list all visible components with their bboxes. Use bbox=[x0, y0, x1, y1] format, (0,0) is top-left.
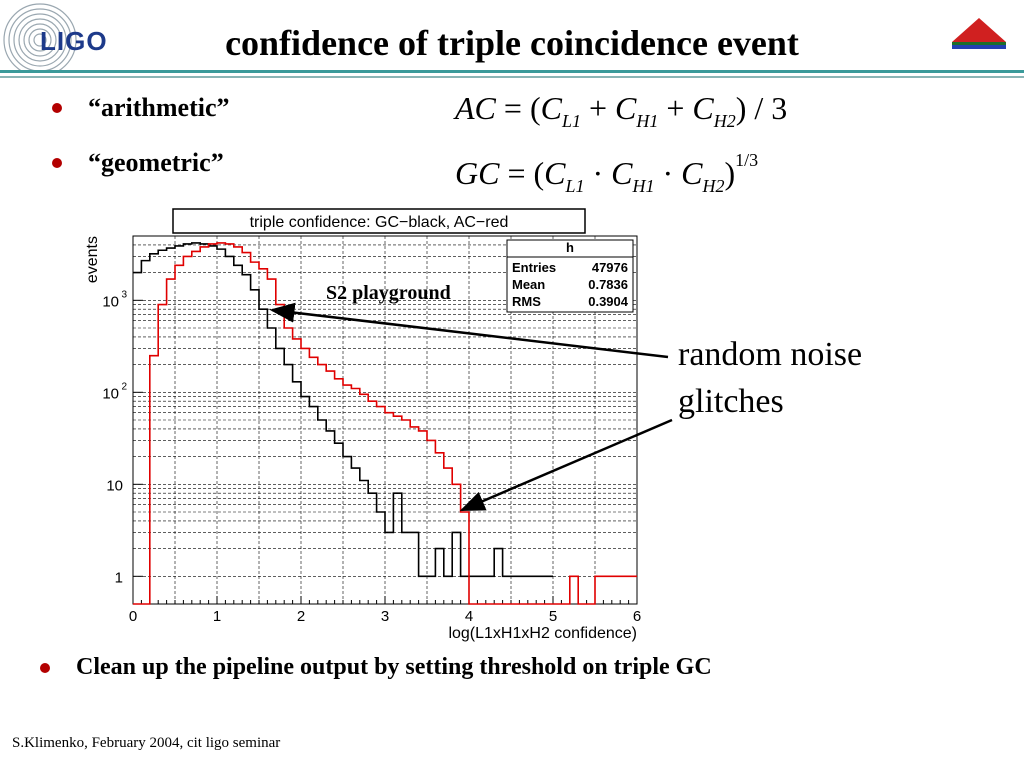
x-tick-label: 2 bbox=[297, 608, 305, 625]
triangle-logo-icon bbox=[952, 18, 1006, 49]
formula-ac: AC = (CL1 + CH1 + CH2) / 3 bbox=[455, 90, 788, 131]
bullet-geometric-text: “geometric” bbox=[88, 148, 224, 177]
y-tick-label: 1 bbox=[115, 569, 123, 586]
title-rule bbox=[0, 70, 1024, 73]
histogram-series-ac bbox=[133, 242, 637, 605]
x-tick-label: 6 bbox=[633, 608, 641, 625]
stats-box-title: h bbox=[566, 240, 574, 255]
stats-value: 47976 bbox=[592, 260, 628, 275]
noise-label-line1: random noise bbox=[678, 336, 863, 373]
chart-title: triple confidence: GC−black, AC−red bbox=[250, 214, 509, 231]
y-tick-exponent: 3 bbox=[121, 289, 127, 300]
bullet-dot bbox=[52, 158, 62, 168]
stats-key: RMS bbox=[512, 294, 541, 309]
y-tick-label: 10 bbox=[102, 385, 119, 402]
stats-box-frame bbox=[506, 239, 634, 313]
title-rule-secondary bbox=[0, 76, 1024, 78]
y-tick-label: 10 bbox=[106, 477, 123, 494]
x-tick-label: 4 bbox=[465, 608, 473, 625]
s2-playground-label: S2 playground bbox=[326, 282, 451, 304]
chart-title-box bbox=[172, 208, 586, 234]
x-tick-label: 0 bbox=[129, 608, 137, 625]
x-tick-label: 1 bbox=[213, 608, 221, 625]
x-axis-label: log(L1xH1xH2 confidence) bbox=[448, 625, 637, 642]
stats-box: h Entries 47976 Mean 0.7836 RMS 0.3904 bbox=[506, 239, 634, 313]
footer-text: S.Klimenko, February 2004, cit ligo semi… bbox=[12, 735, 281, 751]
stats-key: Entries bbox=[512, 260, 556, 275]
formula-gc: GC = (CL1 · CH1 · CH2)1/3 bbox=[455, 150, 759, 196]
y-tick-label: 10 bbox=[102, 293, 119, 310]
stats-key: Mean bbox=[512, 277, 545, 292]
logo-text: LIGO bbox=[40, 26, 108, 56]
bullet-cleanup-text: Clean up the pipeline output by setting … bbox=[76, 654, 712, 680]
histogram-series-gc bbox=[133, 242, 553, 578]
arrow-to-tail bbox=[459, 418, 673, 512]
x-tick-label: 5 bbox=[549, 608, 557, 625]
x-tick-label: 3 bbox=[381, 608, 389, 625]
bullet-dot bbox=[40, 662, 50, 673]
ligo-logo-icon bbox=[3, 3, 77, 72]
stats-value: 0.7836 bbox=[588, 277, 628, 292]
y-tick-exponent: 2 bbox=[121, 381, 127, 392]
bullet-dot bbox=[52, 103, 62, 113]
bullet-geometric: “geometric” bbox=[52, 148, 224, 178]
noise-label-line2: glitches bbox=[678, 383, 784, 420]
slide-title: confidence of triple coincidence event bbox=[225, 23, 799, 63]
stats-value: 0.3904 bbox=[588, 294, 629, 309]
bullet-cleanup: Clean up the pipeline output by setting … bbox=[40, 654, 712, 681]
y-axis-label: events bbox=[84, 236, 101, 283]
bullet-arithmetic-text: “arithmetic” bbox=[88, 93, 230, 122]
arrow-to-peak bbox=[269, 302, 669, 359]
bullet-arithmetic: “arithmetic” bbox=[52, 93, 230, 123]
